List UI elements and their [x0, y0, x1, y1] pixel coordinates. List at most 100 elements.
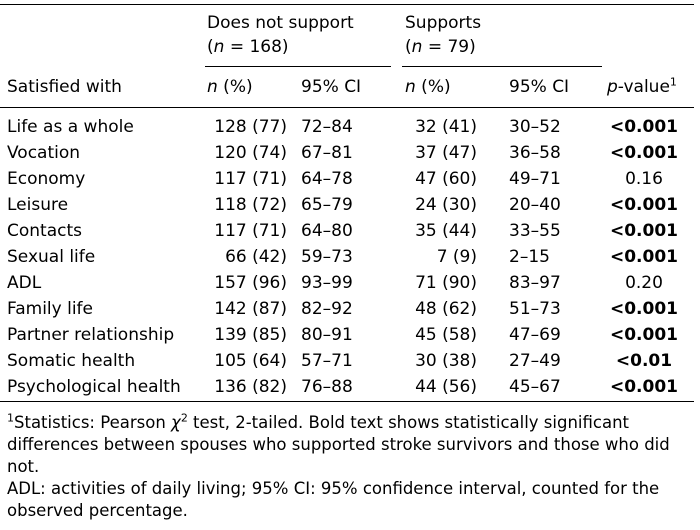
- cell-n-percent-group1: 117 (71): [214, 169, 287, 189]
- n-symbol: n: [411, 37, 423, 57]
- cell-ci-group2: 83–97: [509, 273, 561, 293]
- column-header-ci-group1: 95% CI: [301, 77, 362, 97]
- cell-n-percent-group1: 157 (96): [214, 273, 287, 293]
- column-header-p-value: p-value1: [607, 75, 677, 97]
- cell-n-percent-group2: 47 (60): [415, 169, 477, 189]
- row-label: Vocation: [7, 143, 81, 163]
- cell-ci-group2: 33–55: [509, 221, 561, 241]
- cell-ci-group1: 64–80: [301, 221, 353, 241]
- group-sample-size-supports: (n = 79): [405, 37, 476, 57]
- cell-n-percent-group2: 45 (58): [415, 325, 477, 345]
- cell-ci-group1: 65–79: [301, 195, 353, 215]
- cell-n-percent-group2: 44 (56): [415, 377, 477, 397]
- cell-ci-group1: 93–99: [301, 273, 353, 293]
- footnotes: 1Statistics: Pearson χ2 test, 2-tailed. …: [7, 412, 697, 522]
- footnote-statistics: 1Statistics: Pearson χ2 test, 2-tailed. …: [7, 411, 670, 477]
- n-value: = 168): [224, 37, 289, 57]
- cell-p-value: 0.20: [625, 273, 663, 293]
- cell-n-percent-group2: 37 (47): [415, 143, 477, 163]
- cell-n-percent-group2: 35 (44): [415, 221, 477, 241]
- n-symbol: n: [213, 37, 225, 57]
- group-rule-supports: [402, 66, 602, 67]
- cell-ci-group2: 49–71: [509, 169, 561, 189]
- row-label: Psychological health: [7, 377, 181, 397]
- cell-p-value: <0.001: [609, 247, 679, 267]
- table-row: Leisure 118 (72) 65–79 24 (30) 20–40 <0.001: [0, 192, 700, 218]
- bottom-rule: [0, 401, 694, 402]
- cell-n-percent-group1: 66 (42): [225, 247, 287, 267]
- cell-ci-group1: 57–71: [301, 351, 353, 371]
- cell-n-percent-group2: 48 (62): [415, 299, 477, 319]
- row-label: Partner relationship: [7, 325, 175, 345]
- group-header-supports: Supports: [405, 13, 482, 33]
- n-value: = 79): [422, 37, 476, 57]
- table-row: Economy 117 (71) 64–78 47 (60) 49–71 0.16: [0, 166, 700, 192]
- cell-n-percent-group2: 32 (41): [415, 117, 477, 137]
- cell-ci-group2: 30–52: [509, 117, 561, 137]
- cell-ci-group2: 20–40: [509, 195, 561, 215]
- cell-p-value: 0.16: [625, 169, 663, 189]
- cell-n-percent-group1: 142 (87): [214, 299, 287, 319]
- cell-n-percent-group2: 30 (38): [415, 351, 477, 371]
- cell-ci-group2: 36–58: [509, 143, 561, 163]
- cell-n-percent-group1: 120 (74): [214, 143, 287, 163]
- table-row: Life as a whole 128 (77) 72–84 32 (41) 30–52…: [0, 114, 700, 140]
- row-label: Contacts: [7, 221, 82, 241]
- cell-n-percent-group1: 118 (72): [214, 195, 287, 215]
- column-header-n-percent-group2: n (%): [405, 77, 451, 97]
- group-header-does-not-support: Does not support: [207, 13, 354, 33]
- row-label: Family life: [7, 299, 93, 319]
- row-label: Economy: [7, 169, 86, 189]
- table-row: Psychological health 136 (82) 76–88 44 (56)…: [0, 374, 700, 400]
- table-body: Life as a whole 128 (77) 72–84 32 (41) 30–52…: [0, 114, 700, 400]
- cell-n-percent-group2: 24 (30): [415, 195, 477, 215]
- cell-ci-group1: 76–88: [301, 377, 353, 397]
- table-row: Partner relationship 139 (85) 80–91 45 (58)…: [0, 322, 700, 348]
- cell-n-percent-group1: 117 (71): [214, 221, 287, 241]
- cell-n-percent-group2: 7 (9): [436, 247, 477, 267]
- cell-ci-group2: 51–73: [509, 299, 561, 319]
- cell-n-percent-group2: 71 (90): [415, 273, 477, 293]
- cell-p-value: <0.001: [609, 377, 679, 397]
- cell-ci-group1: 80–91: [301, 325, 353, 345]
- cell-ci-group2: 47–69: [509, 325, 561, 345]
- cell-p-value: <0.001: [609, 299, 679, 319]
- table-row: Somatic health 105 (64) 57–71 30 (38) 27–49 <…: [0, 348, 700, 374]
- cell-ci-group2: 2–15: [509, 247, 550, 267]
- cell-p-value: <0.01: [615, 351, 673, 371]
- table-row: Contacts 117 (71) 64–80 35 (44) 33–55 <0.001: [0, 218, 700, 244]
- cell-ci-group1: 64–78: [301, 169, 353, 189]
- cell-p-value: <0.001: [609, 143, 679, 163]
- row-label: Sexual life: [7, 247, 96, 267]
- table-row: Sexual life 66 (42) 59–73 7 (9) 2–15 <0.001: [0, 244, 700, 270]
- group-rule-does-not-support: [205, 66, 391, 67]
- header-rule: [0, 107, 694, 108]
- top-rule: [0, 4, 694, 5]
- cell-ci-group1: 67–81: [301, 143, 353, 163]
- cell-ci-group1: 72–84: [301, 117, 353, 137]
- table-row: Vocation 120 (74) 67–81 37 (47) 36–58 <0.001: [0, 140, 700, 166]
- row-label: ADL: [7, 273, 42, 293]
- column-header-satisfied-with: Satisfied with: [7, 77, 122, 97]
- footnote-abbreviations: ADL: activities of daily living; 95% CI:…: [7, 479, 660, 520]
- table-row: Family life 142 (87) 82–92 48 (62) 51–73 <0.0…: [0, 296, 700, 322]
- row-label: Somatic health: [7, 351, 136, 371]
- row-label: Leisure: [7, 195, 69, 215]
- cell-p-value: <0.001: [609, 325, 679, 345]
- cell-p-value: <0.001: [609, 195, 679, 215]
- cell-ci-group2: 27–49: [509, 351, 561, 371]
- cell-ci-group1: 82–92: [301, 299, 353, 319]
- table-row: ADL 157 (96) 93–99 71 (90) 83–97 0.20: [0, 270, 700, 296]
- cell-ci-group2: 45–67: [509, 377, 561, 397]
- cell-p-value: <0.001: [609, 221, 679, 241]
- column-header-n-percent-group1: n (%): [207, 77, 253, 97]
- cell-n-percent-group1: 136 (82): [214, 377, 287, 397]
- row-label: Life as a whole: [7, 117, 134, 137]
- cell-p-value: <0.001: [609, 117, 679, 137]
- cell-ci-group1: 59–73: [301, 247, 353, 267]
- cell-n-percent-group1: 105 (64): [214, 351, 287, 371]
- cell-n-percent-group1: 128 (77): [214, 117, 287, 137]
- column-header-ci-group2: 95% CI: [509, 77, 570, 97]
- cell-n-percent-group1: 139 (85): [214, 325, 287, 345]
